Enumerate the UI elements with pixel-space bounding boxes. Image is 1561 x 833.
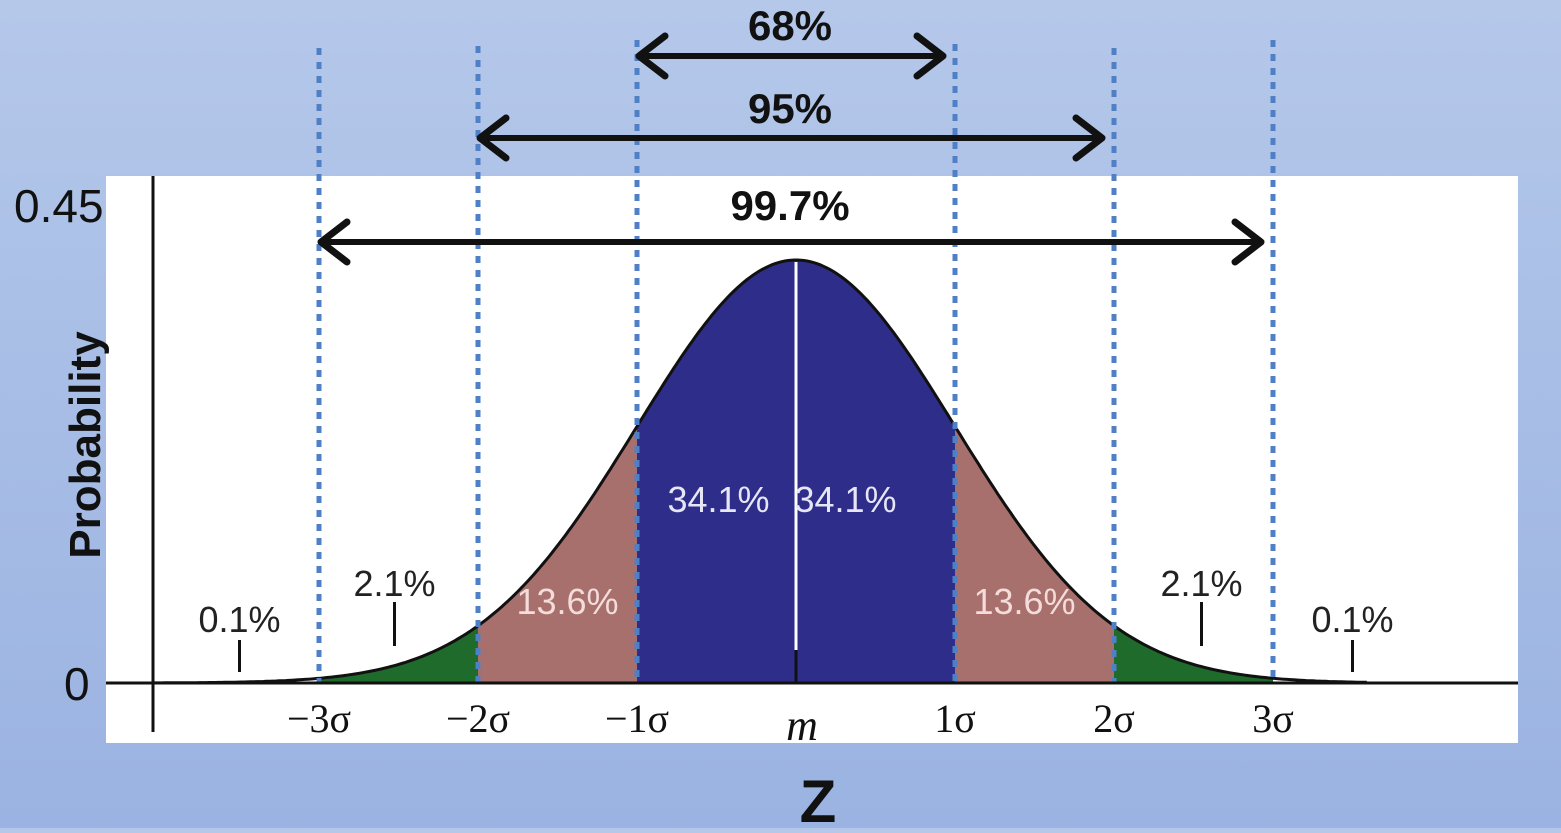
region-label: 2.1% xyxy=(353,563,435,604)
range-arrow-head-right xyxy=(913,32,947,80)
y-axis-label: Probability xyxy=(61,331,110,559)
normal-curve xyxy=(152,258,1367,685)
y-tick-label-top: 0.45 xyxy=(14,180,104,232)
range-arrow-head-left xyxy=(317,218,351,266)
range-label: 68% xyxy=(748,2,832,49)
range-label: 99.7% xyxy=(730,182,849,229)
region-label: 13.6% xyxy=(973,581,1075,622)
tail-labels: 0.1% 0.1% xyxy=(198,599,1394,672)
x-tick-label: m xyxy=(786,701,818,750)
tail-label: 0.1% xyxy=(198,599,280,640)
range-arrow-head-left xyxy=(476,114,510,162)
x-tick-labels: −3σ −2σ −1σ m 1σ 2σ 3σ xyxy=(287,696,1294,750)
region-labels: 2.1% 13.6% 34.1% 34.1% 13.6% 2.1% xyxy=(353,479,1243,646)
range-arrow-head-right xyxy=(1072,114,1106,162)
x-tick-label: −3σ xyxy=(287,696,351,741)
range-arrow-head-left xyxy=(635,32,669,80)
range-arrows: 68% 95% 99.7% xyxy=(317,2,1265,266)
x-tick-label: −2σ xyxy=(446,696,510,741)
region-label: 13.6% xyxy=(516,581,618,622)
x-tick-label: 1σ xyxy=(934,696,976,741)
region-fill-0 xyxy=(319,625,478,683)
range-arrow-head-right xyxy=(1231,218,1265,266)
x-axis-label: Z xyxy=(800,768,837,828)
sigma-guides xyxy=(316,40,1276,683)
x-tick-label: −1σ xyxy=(605,696,669,741)
x-tick-label: 3σ xyxy=(1252,696,1294,741)
region-label: 34.1% xyxy=(667,479,769,520)
region-label: 2.1% xyxy=(1160,563,1242,604)
tail-label: 0.1% xyxy=(1311,599,1393,640)
range-label: 95% xyxy=(748,85,832,132)
x-tick-label: 2σ xyxy=(1093,696,1135,741)
region-label: 34.1% xyxy=(794,479,896,520)
region-fill-5 xyxy=(1114,625,1273,683)
y-tick-label-zero: 0 xyxy=(64,658,90,710)
